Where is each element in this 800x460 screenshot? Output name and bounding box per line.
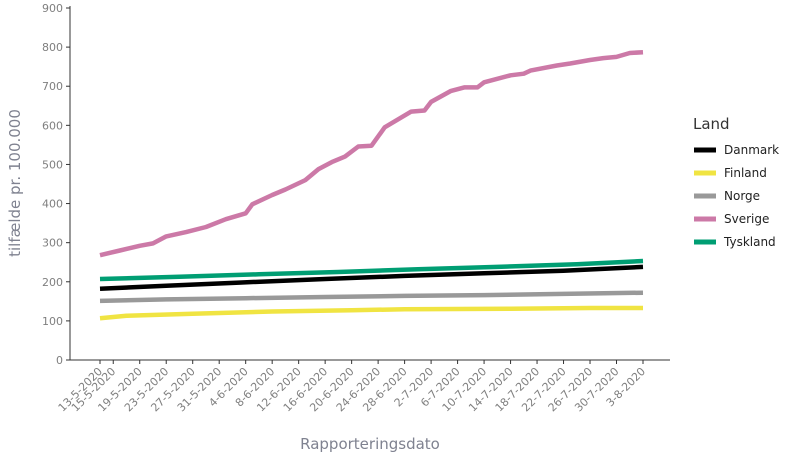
legend: Land Danmark Finland Norge Sverige Tyskland xyxy=(693,115,779,249)
legend-label-norge: Norge xyxy=(724,189,760,203)
y-tick-label: 100 xyxy=(42,315,63,328)
series-line-norge xyxy=(99,290,644,304)
y-tick-label: 0 xyxy=(56,354,63,367)
y-tick-label: 200 xyxy=(42,276,63,289)
x-axis-title: Rapporteringsdato xyxy=(300,435,440,453)
legend-label-danmark: Danmark xyxy=(724,143,779,157)
series-line-sverige xyxy=(99,49,644,258)
y-tick-label: 900 xyxy=(42,2,63,15)
plot-area xyxy=(99,49,644,321)
series-line-tyskland xyxy=(99,258,644,282)
series-line-finland xyxy=(99,305,643,321)
legend-label-finland: Finland xyxy=(724,166,767,180)
y-tick-label: 500 xyxy=(42,158,63,171)
y-axis-title: tilfælde pr. 100.000 xyxy=(6,109,24,257)
y-tick-label: 300 xyxy=(42,237,63,250)
y-axis-ticks: 0 100 200 300 400 500 600 700 800 900 xyxy=(42,2,70,367)
y-tick-label: 600 xyxy=(42,119,63,132)
legend-label-tyskland: Tyskland xyxy=(723,235,776,249)
y-tick-label: 800 xyxy=(42,41,63,54)
series-line-danmark xyxy=(99,264,644,292)
legend-title: Land xyxy=(693,115,730,133)
y-tick-label: 400 xyxy=(42,198,63,211)
y-tick-label: 700 xyxy=(42,80,63,93)
x-axis-ticks: 13-5-202015-5-202019-5-202023-5-202027-5… xyxy=(56,360,648,414)
legend-label-sverige: Sverige xyxy=(724,212,769,226)
